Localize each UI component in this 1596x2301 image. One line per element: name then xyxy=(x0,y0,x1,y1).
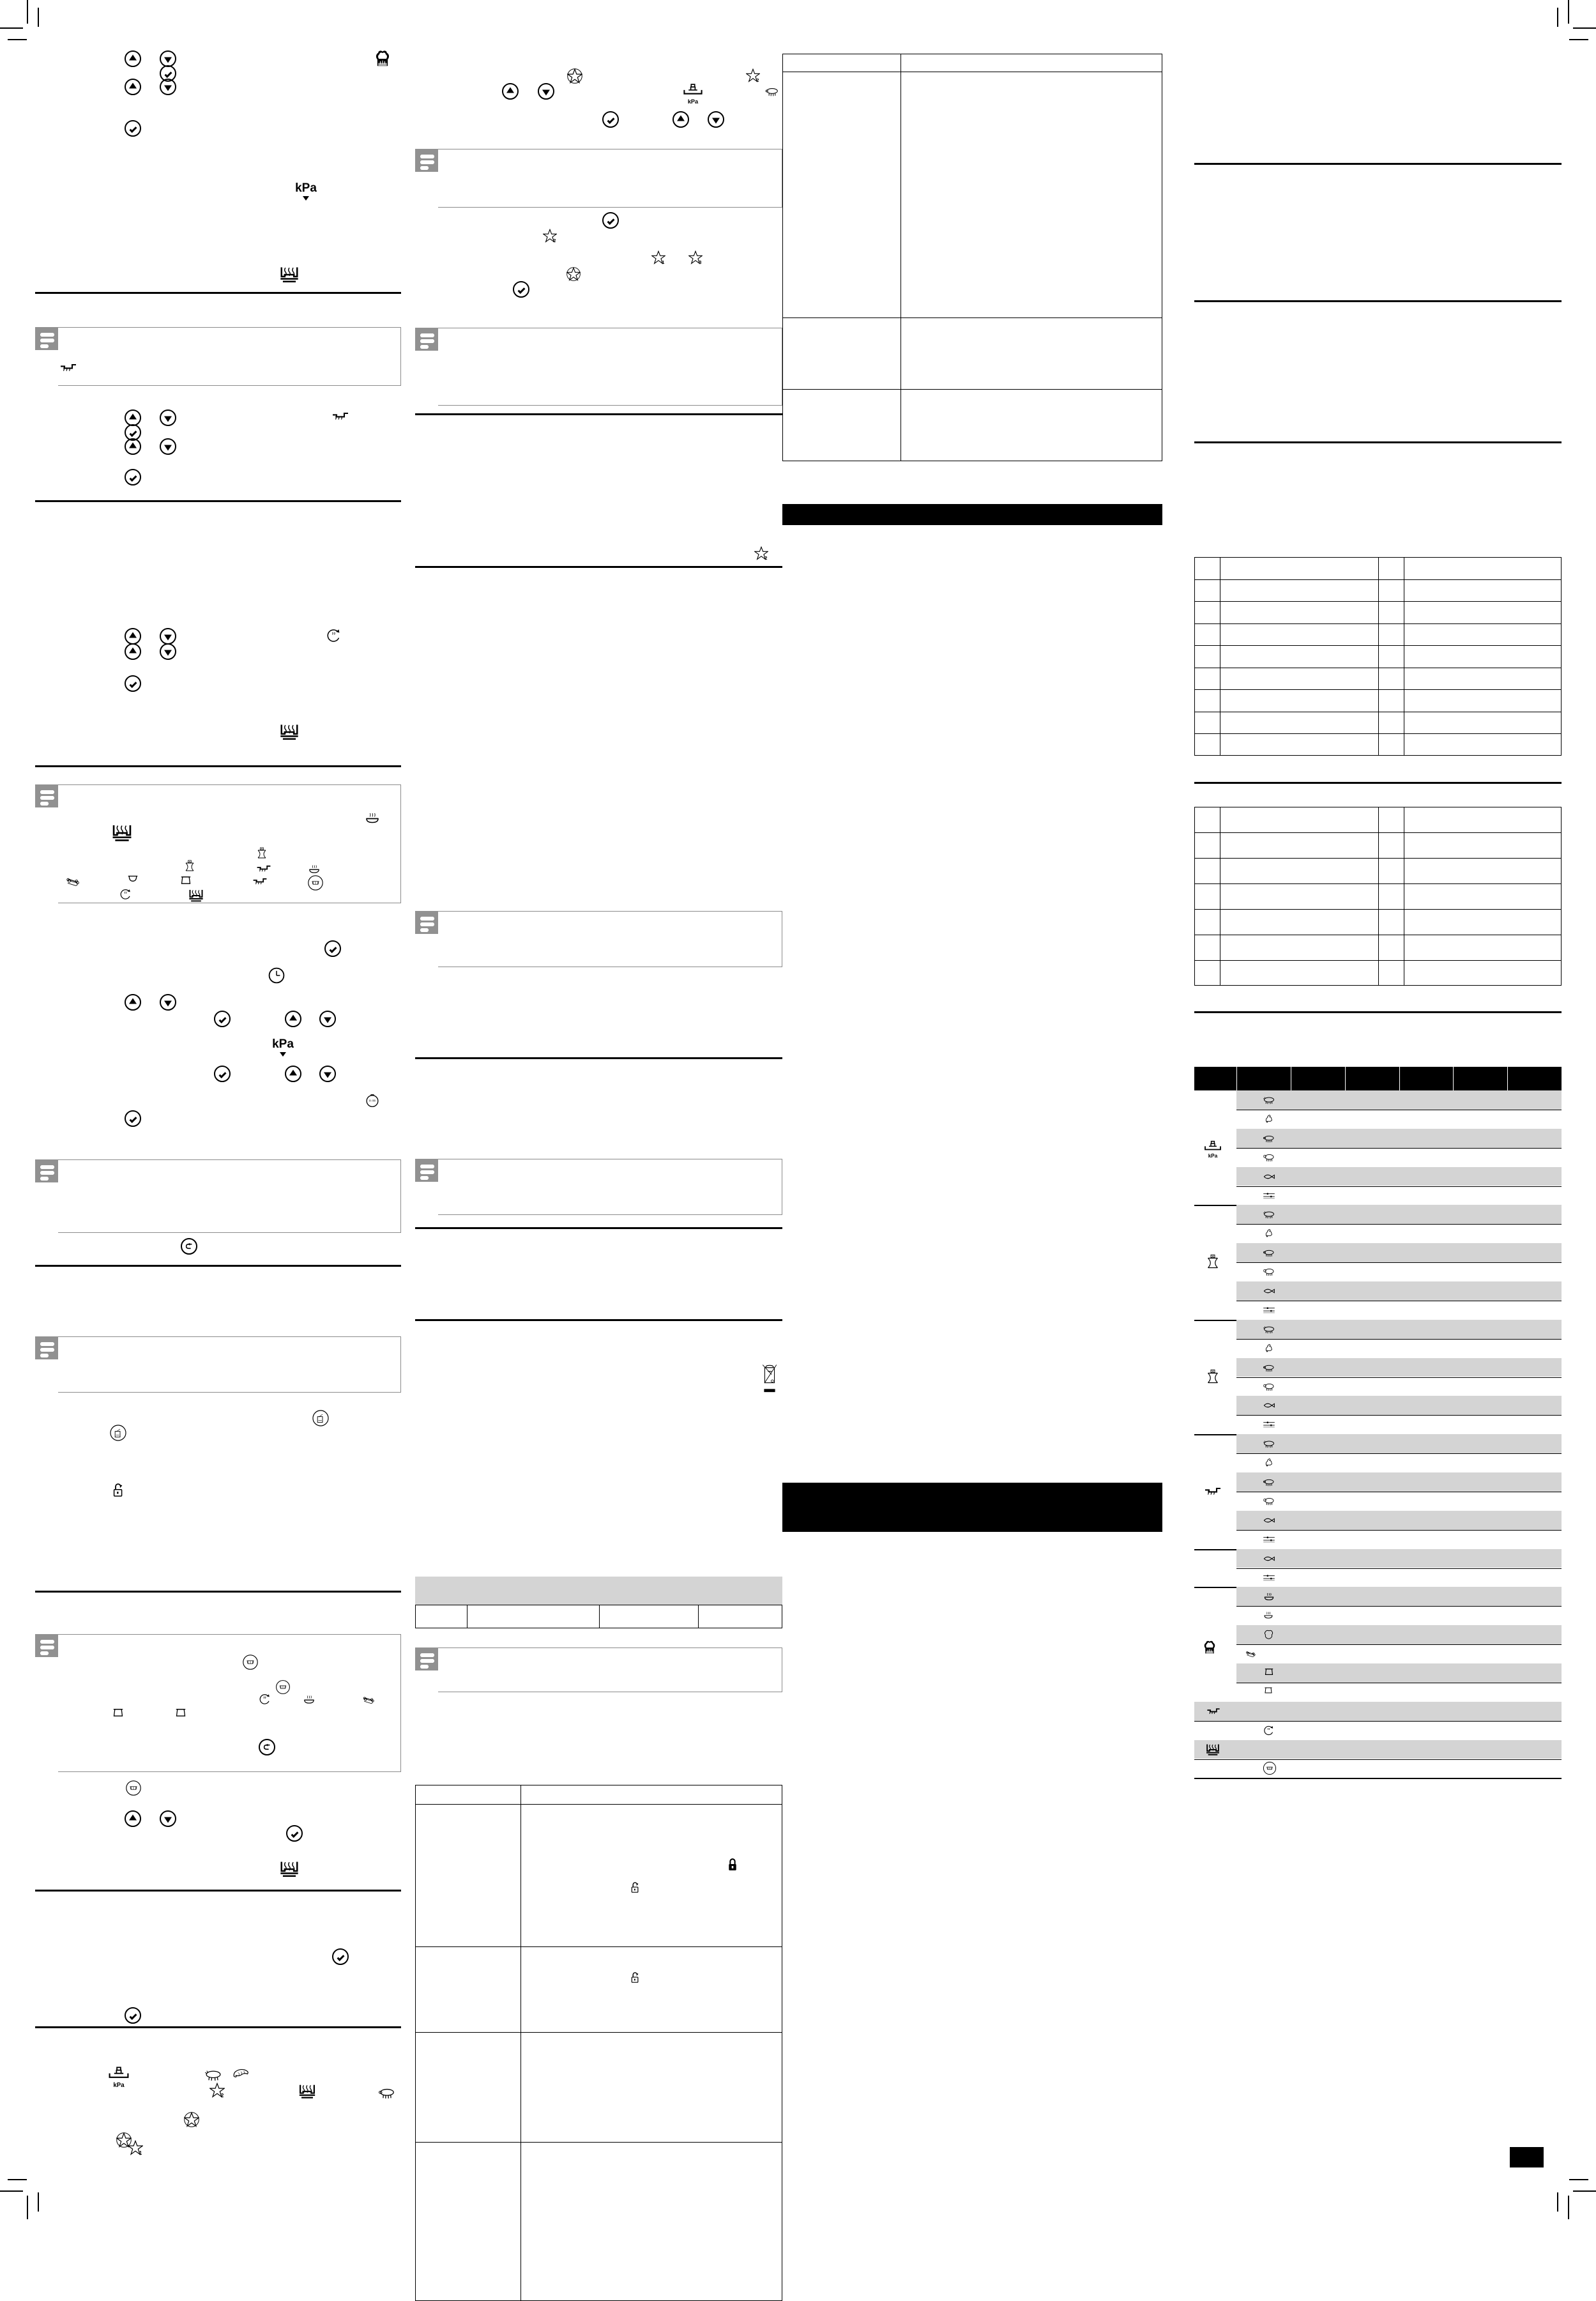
svg-text:3: 3 xyxy=(699,259,701,264)
svg-text:1: 1 xyxy=(662,259,664,264)
svg-text:2: 2 xyxy=(221,2093,224,2098)
svg-text:0:00: 0:00 xyxy=(369,1101,376,1103)
svg-text:2: 2 xyxy=(764,555,767,560)
svg-text:2: 2 xyxy=(553,238,556,243)
svg-text:1: 1 xyxy=(139,2150,142,2155)
svg-text:2: 2 xyxy=(756,77,759,82)
